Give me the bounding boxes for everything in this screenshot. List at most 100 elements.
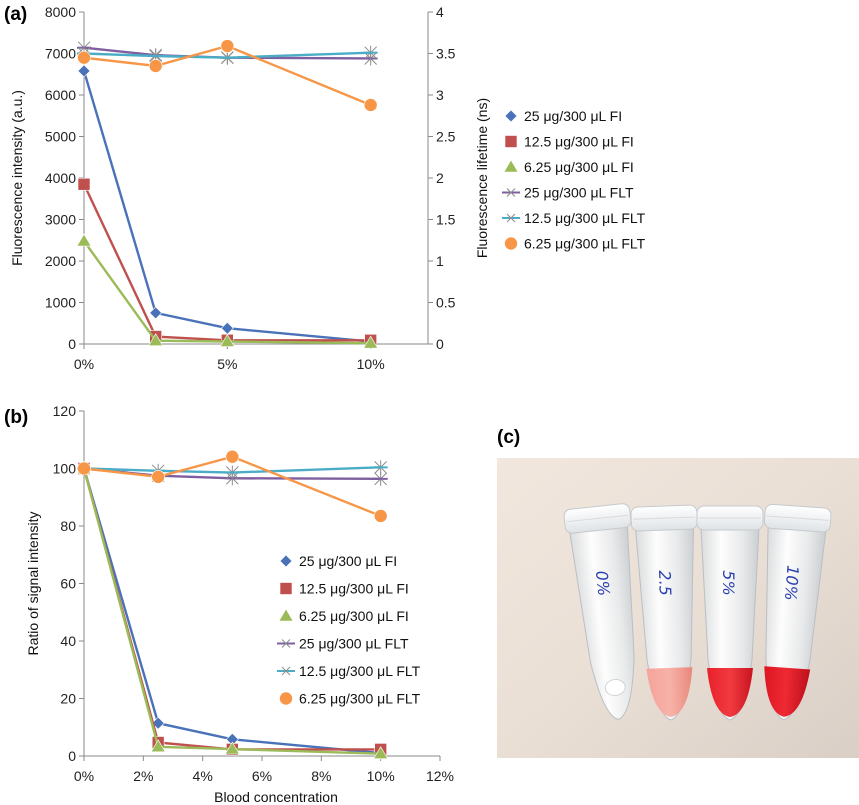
panel-b-legend-6-25-ug-300-ul-flt-swatch: [279, 691, 293, 706]
panel-a-legend: 25 μg/300 μL FI 12.5 μg/300 μL FI 6.25 μg/…: [502, 108, 646, 252]
panel-b-series-line-25-ug-300-ul-fi: [82, 468, 381, 755]
panel-a-y-tick: 3000: [45, 212, 76, 228]
panel-b-point-6-25-ug-300-ul-flt: [373, 509, 388, 523]
panel-b-point-6-25-ug-300-ul-fi: [150, 739, 166, 753]
panel-a-y-tick: 7000: [45, 46, 76, 62]
panel-b-series-line-6-25-ug-300-ul-fi: [82, 468, 381, 755]
panel-a-legend-6-25-ug-300-ul-flt-swatch-marker: [504, 236, 518, 251]
panel-b-point-25-ug-300-ul-fi: [151, 716, 165, 730]
panel-a-legend-25-ug-300-ul-fi-swatch-marker: [504, 109, 518, 123]
panel-b-x-tick: 8%: [311, 768, 331, 784]
panel-b-point-12-5-ug-300-ul-flt: [225, 465, 240, 480]
panel-a-legend-12-5-ug-300-ul-flt-swatch: [502, 213, 520, 223]
panel-a-series-line-12-5-ug-300-ul-fi: [82, 183, 371, 342]
panel-b-label: (b): [4, 407, 28, 428]
panel-a-series-line-6-25-ug-300-ul-flt: [83, 44, 372, 107]
panel-b-point-6-25-ug-300-ul-flt: [225, 449, 240, 464]
panel-a-point-6-25-ug-300-ul-flt: [77, 50, 91, 65]
panel-a-chart: (a) 0 1000 2000 3000 4000 5000 6000 7000 8000 0 0.…: [4, 4, 646, 372]
panel-a-legend-6-25-ug-300-ul-fi-swatch: [503, 159, 519, 173]
panel-a-y2-tick: 3.5: [436, 46, 456, 62]
panel-a-point-12-5-ug-300-ul-flt: [220, 50, 235, 65]
panel-b-legend-12-5-ug-300-ul-fi-swatch: [279, 582, 293, 595]
panel-b-legend-6-25-ug-300-ul-fi-swatch-marker: [278, 608, 294, 622]
tube-1: 0%: [563, 503, 635, 720]
panel-b-x-tick: 6%: [252, 768, 272, 784]
panel-a-y2-tick: 3: [436, 87, 444, 103]
panel-b-point-6-25-ug-300-ul-fi: [373, 746, 389, 760]
panel-b-y-label: Ratio of signal intensity: [25, 512, 41, 656]
panel-b-y-tick: 0: [68, 748, 76, 764]
panel-b-legend-label: 12.5 μg/300 μL FI: [299, 581, 409, 597]
tube-blood-sample: [764, 666, 811, 717]
panel-a-legend-label: 6.25 μg/300 μL FI: [524, 159, 634, 175]
panel-b-series-line-6-25-ug-300-ul-flt: [83, 455, 382, 518]
tube-3: 5%: [696, 505, 764, 721]
panel-b-legend-label: 6.25 μg/300 μL FLT: [299, 691, 421, 707]
panel-b-y-tick: 120: [53, 403, 77, 419]
tube-label: 2.5: [655, 570, 675, 596]
panel-a-y2-tick: 4: [436, 4, 444, 20]
panel-b-x-tick: 2%: [133, 768, 153, 784]
panel-b-y-tick: 100: [53, 461, 77, 477]
panel-a-y-tick: 1000: [45, 295, 76, 311]
panel-a-legend-25-ug-300-ul-fi-swatch: [504, 109, 518, 123]
panel-a-y-tick: 2000: [45, 253, 76, 269]
panel-a-x-tick: 5%: [217, 356, 237, 372]
panel-b-legend-label: 25 μg/300 μL FI: [299, 553, 397, 569]
panel-a-y2-tick: 2: [436, 170, 444, 186]
panel-b-y-tick: 60: [60, 576, 76, 592]
panel-b-legend-12-5-ug-300-ul-fi-swatch-marker: [279, 582, 293, 595]
panel-a-x-tick: 10%: [357, 356, 385, 372]
panel-a-y-tick: 8000: [45, 4, 76, 20]
panel-b-y-tick: 40: [60, 633, 76, 649]
panel-a-legend-25-ug-300-ul-flt-swatch: [502, 188, 520, 197]
panel-a-x-tick: 0%: [74, 356, 94, 372]
panel-a-point-25-ug-300-ul-fi: [149, 306, 163, 320]
panel-a-legend-label: 12.5 μg/300 μL FI: [524, 134, 634, 150]
panel-a-point-6-25-ug-300-ul-fi: [219, 333, 235, 347]
panel-b-point-6-25-ug-300-ul-flt: [151, 470, 165, 484]
panel-b-legend-6-25-ug-300-ul-fi-swatch: [278, 608, 294, 622]
panel-a-legend-12-5-ug-300-ul-fi-swatch: [504, 135, 518, 148]
panel-b-legend-25-ug-300-ul-fi-swatch: [279, 554, 293, 568]
panel-b-y-tick: 80: [60, 518, 76, 534]
panel-a-point-12-5-ug-300-ul-fi: [77, 177, 91, 191]
panel-a-y2-label: Fluorescence lifetime (ns): [474, 98, 490, 258]
panel-a-y-tick: 4000: [45, 170, 76, 186]
panel-a-point-6-25-ug-300-ul-flt: [220, 39, 235, 53]
tube-2: 2.5: [630, 504, 698, 721]
panel-a-point-6-25-ug-300-ul-fi: [363, 335, 379, 349]
tube-4: 10%: [763, 503, 832, 721]
panel-a-point-6-25-ug-300-ul-flt: [148, 59, 163, 73]
panel-a-point-12-5-ug-300-ul-flt: [363, 45, 378, 60]
panel-b-x-tick: 12%: [426, 768, 454, 784]
panel-a-point-25-ug-300-ul-fi: [220, 321, 234, 335]
panel-b-legend-6-25-ug-300-ul-flt-swatch-marker: [279, 691, 293, 706]
panel-a-y2-tick: 0: [436, 336, 444, 352]
panel-b-legend-label: 25 μg/300 μL FLT: [299, 636, 409, 652]
panel-a-y-tick: 0: [68, 336, 76, 352]
tube-blood-sample: [646, 667, 693, 717]
panel-a-legend-12-5-ug-300-ul-fi-swatch-marker: [504, 135, 518, 148]
panel-a-legend-label: 12.5 μg/300 μL FLT: [524, 210, 646, 226]
panel-b-legend-25-ug-300-ul-fi-swatch-marker: [279, 554, 293, 568]
tube-label: 10%: [781, 565, 802, 602]
tube-label: 5%: [719, 570, 738, 595]
panel-a-legend-6-25-ug-300-ul-fi-swatch-marker: [503, 159, 519, 173]
panel-a-point-6-25-ug-300-ul-flt: [363, 98, 378, 112]
panel-a-y-tick: 6000: [45, 87, 76, 103]
panel-c-label: (c): [497, 427, 520, 448]
panel-a-legend-label: 25 μg/300 μL FI: [524, 108, 622, 124]
panel-b-x-label: Blood concentration: [214, 789, 338, 805]
panel-a-y2-tick: 0.5: [436, 295, 456, 311]
panel-a-y-tick: 5000: [45, 129, 76, 145]
panel-b-legend-label: 6.25 μg/300 μL FI: [299, 608, 409, 624]
panel-a-legend-label: 25 μg/300 μL FLT: [524, 185, 634, 201]
panel-b-point-6-25-ug-300-ul-fi: [224, 741, 240, 755]
panel-b-legend: 25 μg/300 μL FI 12.5 μg/300 μL FI 6.25 μg/…: [277, 553, 421, 707]
tube-body: [569, 524, 635, 720]
panel-b-chart: (b) 0 20 40 60 80 100 120 0% 2% 4% 6% 8% 10% 12% Ratio…: [4, 403, 454, 805]
panel-b-legend-25-ug-300-ul-flt-swatch: [277, 639, 295, 648]
